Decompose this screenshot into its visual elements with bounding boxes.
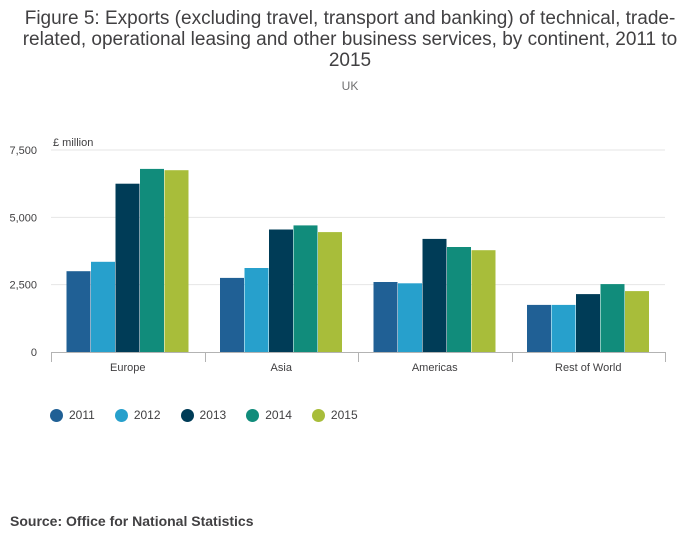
bar-2014-rest-of-world [600, 284, 625, 352]
bar-2015-asia [318, 232, 342, 352]
legend-item-2015[interactable]: 2015 [311, 408, 358, 422]
legend-swatch [114, 408, 128, 422]
legend-label: 2011 [69, 408, 95, 422]
bar-2015-rest-of-world [625, 291, 649, 352]
x-tick-label: Rest of World [555, 362, 621, 374]
legend-label: 2014 [265, 408, 292, 422]
x-tick-label: Asia [271, 362, 293, 374]
legend-swatch [50, 408, 63, 422]
bar-2012-asia [244, 268, 269, 352]
source-note: Source: Office for National Statistics [10, 513, 254, 529]
bar-2012-rest-of-world [551, 304, 576, 352]
bar-2012-americas [398, 283, 422, 352]
bar-2014-europe [140, 168, 164, 352]
chart-title: Figure 5: Exports (excluding travel, tra… [22, 8, 678, 71]
bar-2013-americas [422, 238, 447, 352]
bar-2015-americas [471, 250, 496, 352]
bar-chart: £ million 0 2,500 5,000 7,500 Europe Asia Ameri… [9, 137, 666, 374]
y-tick-label: 0 [31, 347, 37, 359]
bar-2011-europe [66, 271, 91, 352]
legend-item-2011[interactable]: 2011 [50, 408, 95, 422]
bar-2014-asia [293, 225, 318, 352]
legend-label: 2013 [199, 408, 227, 422]
y-tick-label: 2,500 [9, 280, 37, 292]
legend-item-2014[interactable]: 2014 [246, 408, 292, 422]
legend-swatch [311, 408, 325, 422]
x-tick-label: Europe [110, 362, 145, 374]
bar-2013-asia [269, 229, 293, 352]
legend-swatch [246, 408, 260, 422]
chart-legend: 2011 2012 2013 2014 2015 [50, 408, 378, 422]
chart-subtitle: UK [341, 79, 359, 93]
bar-2011-americas [373, 282, 398, 352]
legend-item-2012[interactable]: 2012 [114, 408, 161, 422]
legend-label: 2015 [330, 408, 358, 422]
legend-label: 2012 [133, 408, 161, 422]
bar-2015-europe [164, 170, 189, 352]
y-tick-label: 5,000 [9, 212, 37, 224]
bar-2012-europe [91, 261, 115, 352]
bar-2013-rest-of-world [576, 294, 600, 352]
y-tick-label: 7,500 [9, 145, 37, 157]
bar-2011-asia [220, 277, 244, 352]
y-axis-label: £ million [53, 137, 93, 149]
legend-swatch [180, 408, 194, 422]
bar-2013-europe [115, 183, 140, 352]
bar-2014-americas [447, 247, 471, 352]
bar-2011-rest-of-world [527, 304, 551, 352]
x-tick-label: Americas [412, 362, 458, 374]
legend-item-2013[interactable]: 2013 [180, 408, 227, 422]
